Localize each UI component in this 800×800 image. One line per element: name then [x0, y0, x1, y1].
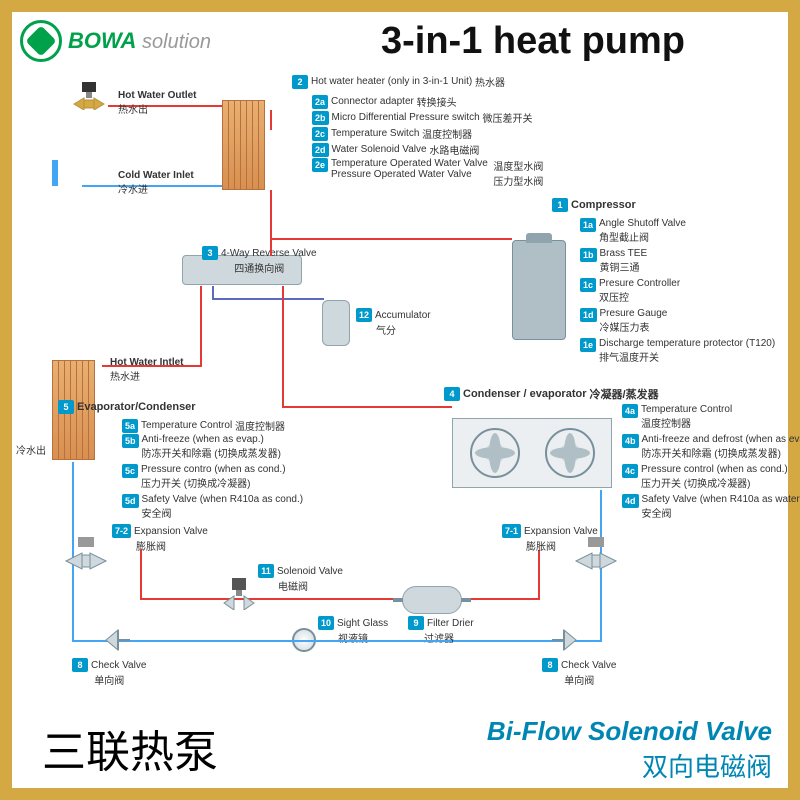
comp-2c: 2cTemperature Switch 温度控制器 [312, 126, 472, 141]
comp-4d: 4dSafety Valve (when R410a as water cool… [622, 494, 800, 520]
comp-8-right: 8Check Valve单向阀 [542, 658, 616, 687]
check-valve-left [102, 626, 134, 654]
pipe [282, 286, 284, 406]
hot-water-heater [222, 100, 272, 190]
label-cold-water-inlet: Cold Water Inlet冷水进 [118, 170, 194, 196]
title-box: 3-in-1 heat pump [278, 12, 788, 70]
brand-text: BOWA solution [68, 28, 211, 54]
comp-1c: 1cPresure Controller双压控 [580, 278, 680, 304]
compressor [512, 240, 566, 340]
accumulator [322, 300, 350, 346]
comp-4c: 4cPressure control (when as cond.)压力开关 (… [622, 464, 788, 490]
logo-box: BOWA solution [12, 12, 272, 70]
comp-2: 2Hot water heater (only in 3-in-1 Unit) … [292, 74, 505, 89]
brand-logo-icon [20, 20, 62, 62]
comp-4: 4Condenser / evaporator 冷凝器/蒸发器 [444, 386, 659, 402]
pipe [222, 640, 452, 642]
comp-1: 1Compressor [552, 198, 636, 212]
label-hot-water-outlet: Hot Water Outlet热水出 [118, 90, 197, 116]
fan-icon [470, 428, 520, 478]
pipe [282, 406, 452, 408]
comp-5c: 5cPressure contro (when as cond.)压力开关 (切… [122, 464, 286, 490]
pipe [272, 238, 512, 240]
check-valve-right [548, 626, 580, 654]
page-title: 3-in-1 heat pump [381, 20, 685, 63]
pipe [72, 640, 222, 642]
comp-1d: 1dPresure Gauge冷媒压力表 [580, 308, 667, 334]
comp-5a: 5aTemperature Control 温度控制器 [122, 418, 285, 433]
pipe [270, 190, 272, 256]
comp-12: 12Accumulator气分 [356, 308, 431, 337]
pipe [212, 298, 324, 300]
comp-8-left: 8Check Valve单向阀 [72, 658, 146, 687]
bottom-title-cn: 三联热泵 [42, 716, 218, 780]
pipe-cold [52, 160, 58, 186]
comp-1a: 1aAngle Shutoff Valve角型截止阀 [580, 218, 686, 244]
pipe [140, 598, 540, 600]
comp-7-2: 7-2Expansion Valve膨胀阀 [112, 524, 208, 553]
comp-5d: 5dSafety Valve (when R410a as cond.)安全阀 [122, 494, 303, 520]
condenser-evaporator [452, 418, 612, 488]
pipe [140, 550, 142, 600]
diagram-area: Hot Water Outlet热水出 Cold Water Inlet冷水进 … [12, 70, 788, 728]
comp-2b: 2bMicro Differential Pressure switch 微压差… [312, 110, 533, 125]
comp-1b: 1bBrass TEE黄铜三通 [580, 248, 647, 274]
solenoid-valve-11 [222, 576, 256, 610]
comp-5b: 5bAnti-freeze (when as evap.)防冻开关和除霜 (切换… [122, 434, 281, 460]
comp-2d: 2dWater Solenoid Valve 水路电磁阀 [312, 142, 479, 157]
comp-4b: 4bAnti-freeze and defrost (when as evap.… [622, 434, 800, 460]
comp-7-1: 7-1Expansion Valve膨胀阀 [502, 524, 598, 553]
comp-5: 5Evaporator/Condenser [58, 400, 196, 414]
fan-icon [545, 428, 595, 478]
pipe [102, 365, 202, 367]
bottom-product: Bi-Flow Solenoid Valve 双向电磁阀 [487, 716, 772, 784]
pipe [538, 550, 540, 600]
top-solenoid-valve-icon [72, 80, 106, 110]
filter-drier [402, 586, 462, 614]
comp-4a: 4aTemperature Control温度控制器 [622, 404, 732, 430]
comp-3: 34-Way Reverse Valve四通换向阀 [202, 246, 317, 275]
comp-2e: 2eTemperature Operated Water Valve Press… [312, 158, 543, 188]
comp-11: 11Solenoid Valve电磁阀 [258, 564, 343, 593]
pipe [72, 560, 74, 640]
comp-1e: 1eDischarge temperature protector (T120)… [580, 338, 775, 364]
diagram-frame: BOWA solution 3-in-1 heat pump Hot Water… [0, 0, 800, 800]
pipe [270, 110, 272, 130]
label-cold-out: 冷水出 [16, 442, 46, 457]
pipe [200, 286, 202, 366]
expansion-valve-left [62, 535, 110, 571]
label-hot-inlet: Hot Water Intlet热水进 [110, 357, 184, 383]
comp-2a: 2aConnector adapter 转换接头 [312, 94, 457, 109]
